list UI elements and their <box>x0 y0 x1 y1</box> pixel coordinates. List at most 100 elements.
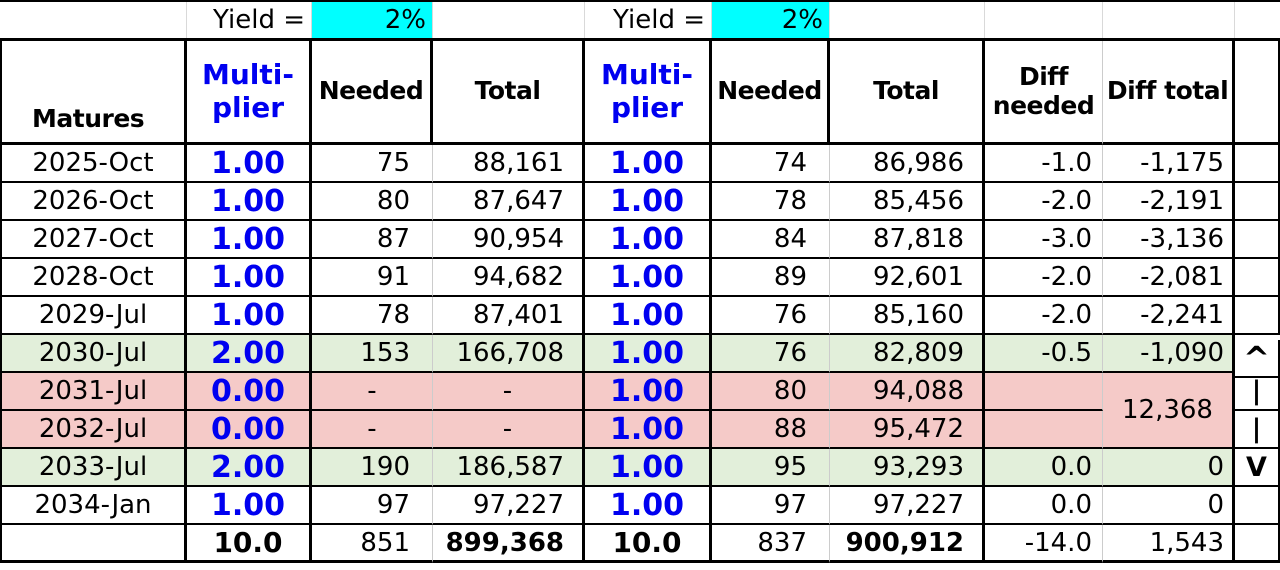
cell-needed-a[interactable]: 190 <box>312 449 433 487</box>
header-diff-needed[interactable]: Diff needed <box>985 41 1103 145</box>
cell-needed-b[interactable]: 76 <box>712 297 830 335</box>
totals-multiplier-a[interactable]: 10.0 <box>187 525 312 563</box>
cell-total-b[interactable]: 97,227 <box>830 487 985 525</box>
cell-total-a[interactable]: 186,587 <box>433 449 585 487</box>
cell-total-b[interactable]: 92,601 <box>830 259 985 297</box>
cell-matures[interactable]: 2034-Jan <box>2 487 187 525</box>
cell-total-b[interactable]: 86,986 <box>830 145 985 183</box>
cell-diff-needed[interactable]: 0.0 <box>985 487 1103 525</box>
cell-diff-total[interactable]: -2,081 <box>1103 259 1235 297</box>
header-matures[interactable]: Matures <box>2 41 187 145</box>
cell-multiplier-b[interactable]: 1.00 <box>585 259 712 297</box>
cell-total-a[interactable]: - <box>433 411 585 449</box>
cell-arrow[interactable] <box>1235 145 1280 183</box>
cell-needed-a[interactable]: - <box>312 373 433 411</box>
totals-diff-total[interactable]: 1,543 <box>1103 525 1235 563</box>
cell-needed-a[interactable]: 87 <box>312 221 433 259</box>
cell-multiplier-a[interactable]: 0.00 <box>187 373 312 411</box>
cell-matures[interactable]: 2032-Jul <box>2 411 187 449</box>
cell-arrow-down[interactable]: V <box>1235 449 1280 487</box>
yield-spacer[interactable] <box>830 2 985 38</box>
cell-total-b[interactable]: 82,809 <box>830 335 985 373</box>
cell-matures[interactable]: 2028-Oct <box>2 259 187 297</box>
cell-arrow-bar[interactable]: | <box>1235 373 1280 411</box>
cell-arrow[interactable] <box>1235 487 1280 525</box>
yield-spacer[interactable] <box>0 2 187 38</box>
cell-multiplier-a[interactable]: 1.00 <box>187 259 312 297</box>
cell-needed-a[interactable]: 97 <box>312 487 433 525</box>
cell-multiplier-b[interactable]: 1.00 <box>585 373 712 411</box>
cell-multiplier-a[interactable]: 1.00 <box>187 145 312 183</box>
cell-needed-b[interactable]: 89 <box>712 259 830 297</box>
cell-needed-b[interactable]: 76 <box>712 335 830 373</box>
cell-matures[interactable]: 2030-Jul <box>2 335 187 373</box>
cell-matures[interactable]: 2033-Jul <box>2 449 187 487</box>
header-total-b[interactable]: Total <box>830 41 985 145</box>
cell-needed-b[interactable]: 88 <box>712 411 830 449</box>
cell-total-a[interactable]: 87,401 <box>433 297 585 335</box>
cell-matures[interactable]: 2029-Jul <box>2 297 187 335</box>
cell-matures[interactable]: 2027-Oct <box>2 221 187 259</box>
cell-total-a[interactable]: 90,954 <box>433 221 585 259</box>
cell-multiplier-a[interactable]: 1.00 <box>187 297 312 335</box>
cell-needed-b[interactable]: 80 <box>712 373 830 411</box>
totals-total-b[interactable]: 900,912 <box>830 525 985 563</box>
cell-diff-total-merged[interactable]: 12,368 <box>1103 373 1235 449</box>
header-needed-b[interactable]: Needed <box>712 41 830 145</box>
cell-multiplier-a[interactable]: 1.00 <box>187 487 312 525</box>
cell-arrow[interactable] <box>1235 183 1280 221</box>
yield-spacer[interactable] <box>1103 2 1235 38</box>
cell-needed-b[interactable]: 78 <box>712 183 830 221</box>
cell-needed-a[interactable]: 91 <box>312 259 433 297</box>
cell-diff-needed[interactable]: -2.0 <box>985 297 1103 335</box>
cell-diff-needed[interactable] <box>985 373 1103 411</box>
header-arrow-spacer[interactable] <box>1235 41 1280 145</box>
cell-multiplier-a[interactable]: 2.00 <box>187 449 312 487</box>
totals-needed-a[interactable]: 851 <box>312 525 433 563</box>
cell-diff-total[interactable]: -2,191 <box>1103 183 1235 221</box>
cell-needed-a[interactable]: 75 <box>312 145 433 183</box>
header-diff-total[interactable]: Diff total <box>1103 41 1235 145</box>
yield-value-b[interactable]: 2% <box>712 2 830 38</box>
cell-arrow-up[interactable]: ^ <box>1235 340 1280 378</box>
yield-label-a[interactable]: Yield = <box>187 2 312 38</box>
totals-multiplier-b[interactable]: 10.0 <box>585 525 712 563</box>
cell-multiplier-b[interactable]: 1.00 <box>585 145 712 183</box>
cell-total-b[interactable]: 94,088 <box>830 373 985 411</box>
cell-multiplier-a[interactable]: 0.00 <box>187 411 312 449</box>
cell-multiplier-a[interactable]: 1.00 <box>187 183 312 221</box>
header-needed-a[interactable]: Needed <box>312 41 433 145</box>
cell-total-b[interactable]: 85,160 <box>830 297 985 335</box>
cell-diff-needed[interactable]: 0.0 <box>985 449 1103 487</box>
cell-needed-a[interactable]: 78 <box>312 297 433 335</box>
cell-arrow[interactable] <box>1235 525 1280 563</box>
cell-total-b[interactable]: 93,293 <box>830 449 985 487</box>
cell-diff-needed[interactable]: -2.0 <box>985 259 1103 297</box>
cell-multiplier-a[interactable]: 1.00 <box>187 221 312 259</box>
cell-arrow[interactable] <box>1235 297 1280 335</box>
cell-total-b[interactable]: 85,456 <box>830 183 985 221</box>
cell-multiplier-b[interactable]: 1.00 <box>585 487 712 525</box>
cell-diff-needed[interactable] <box>985 411 1103 449</box>
cell-total-a[interactable]: 87,647 <box>433 183 585 221</box>
header-total-a[interactable]: Total <box>433 41 585 145</box>
cell-diff-total[interactable]: 0 <box>1103 449 1235 487</box>
cell-needed-b[interactable]: 74 <box>712 145 830 183</box>
cell-arrow-bar[interactable]: | <box>1235 411 1280 449</box>
cell-needed-b[interactable]: 95 <box>712 449 830 487</box>
cell-matures[interactable]: 2026-Oct <box>2 183 187 221</box>
cell-diff-total[interactable]: -1,175 <box>1103 145 1235 183</box>
cell-needed-a[interactable]: 153 <box>312 335 433 373</box>
cell-needed-b[interactable]: 97 <box>712 487 830 525</box>
cell-total-b[interactable]: 95,472 <box>830 411 985 449</box>
cell-diff-total[interactable]: -2,241 <box>1103 297 1235 335</box>
cell-diff-needed[interactable]: -2.0 <box>985 183 1103 221</box>
cell-matures[interactable]: 2025-Oct <box>2 145 187 183</box>
cell-arrow[interactable] <box>1235 259 1280 297</box>
yield-label-b[interactable]: Yield = <box>585 2 712 38</box>
cell-needed-b[interactable]: 84 <box>712 221 830 259</box>
cell-diff-total[interactable]: -3,136 <box>1103 221 1235 259</box>
yield-value-a[interactable]: 2% <box>312 2 433 38</box>
yield-spacer[interactable] <box>1235 2 1280 38</box>
cell-multiplier-b[interactable]: 1.00 <box>585 335 712 373</box>
